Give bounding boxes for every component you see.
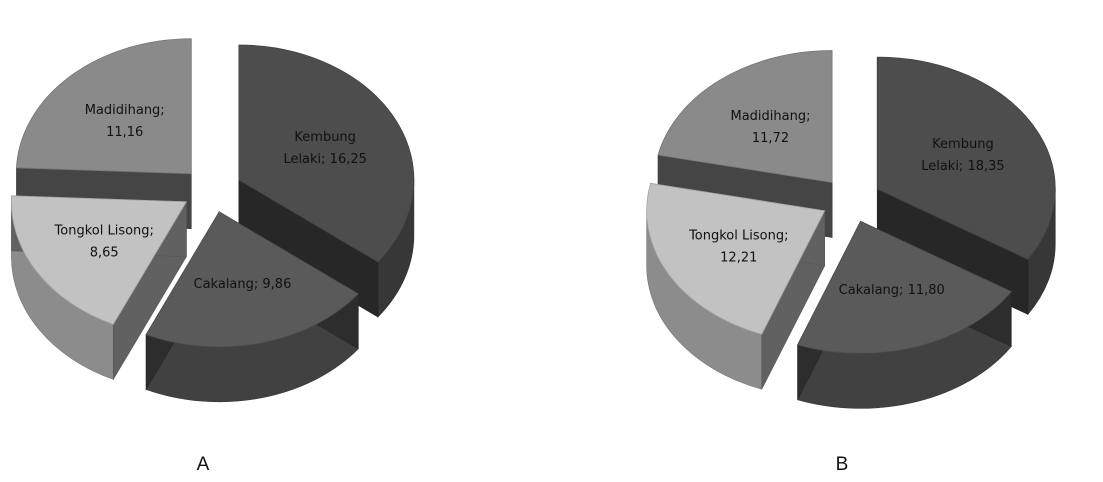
pie-slice-top xyxy=(797,220,1012,354)
slice-data-label-line: Cakalang; 9,86 xyxy=(194,277,292,292)
slice-data-label: Madidihang; 11,16 xyxy=(85,103,165,140)
pie-slice: Cakalang; 9,86 xyxy=(145,210,359,403)
pie-slice: Tongkol Lisong; 8,65 xyxy=(11,195,188,381)
panel-label-a: A xyxy=(197,454,210,475)
slice-data-label: Tongkol Lisong; 8,65 xyxy=(54,223,154,260)
slice-data-label: Madidihang; 11,72 xyxy=(730,109,810,146)
slice-data-label-line: Lelaki; 18,35 xyxy=(921,159,1004,174)
slice-data-label-line: Tongkol Lisong; xyxy=(688,229,788,244)
pie-slice-top xyxy=(646,182,826,335)
pie-slice-top xyxy=(16,38,192,175)
slice-data-label: Kembung Lelaki; 18,35 xyxy=(921,137,1004,174)
slice-data-label-line: Cakalang; 11,80 xyxy=(839,283,945,298)
pie-slice-top xyxy=(238,44,415,263)
slice-data-label: Tongkol Lisong; 12,21 xyxy=(688,229,788,266)
pie-slice-top xyxy=(11,195,188,325)
slice-data-label-line: Kembung xyxy=(294,130,356,145)
pie-slice: Tongkol Lisong; 12,21 xyxy=(646,182,826,390)
panel-label-b: B xyxy=(836,454,849,475)
slice-data-label-line: 11,72 xyxy=(752,131,789,146)
pie-slice-top xyxy=(876,56,1056,260)
slice-data-label: Kembung Lelaki; 16,25 xyxy=(283,130,366,167)
slice-data-label-line: 12,21 xyxy=(720,251,757,266)
pie-chart-b: Madidihang; 11,72 Kembung Lelaki; 18,35 Tong… xyxy=(646,50,1056,409)
pie-slice: Kembung Lelaki; 16,25 xyxy=(238,44,415,318)
slice-data-label-line: Madidihang; xyxy=(85,103,165,118)
slice-data-label-line: 8,65 xyxy=(90,245,119,260)
pie-slice-top xyxy=(657,50,833,183)
slice-data-label: Cakalang; 11,80 xyxy=(839,283,945,298)
slice-data-label: Cakalang; 9,86 xyxy=(194,277,292,292)
pie-slice: Cakalang; 11,80 xyxy=(797,220,1012,409)
slice-data-label-line: Kembung xyxy=(932,137,994,152)
pie-chart-a: Madidihang; 11,16 Kembung Lelaki; 16,25 Tong… xyxy=(11,38,415,403)
slice-data-label-line: Madidihang; xyxy=(730,109,810,124)
slice-data-label-line: 11,16 xyxy=(106,125,143,140)
slice-data-label-line: Lelaki; 16,25 xyxy=(283,152,366,167)
pie-slice-top xyxy=(145,211,359,348)
slice-data-label-line: Tongkol Lisong; xyxy=(54,223,154,238)
